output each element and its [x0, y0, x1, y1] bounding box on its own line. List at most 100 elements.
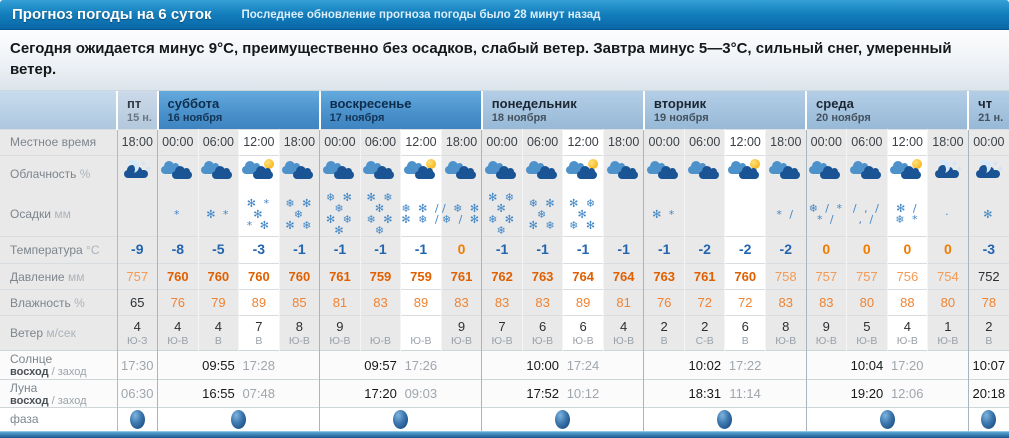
temp-cell: 0	[846, 236, 888, 264]
wind-cell: 9 Ю-В	[319, 315, 361, 351]
precip-cell: ✻ / ❄ *	[886, 192, 928, 237]
hum-cell: 89	[562, 289, 604, 316]
cloudy-icon	[199, 158, 237, 184]
wind-cell: 4 Ю-В	[886, 315, 928, 351]
day-name: суббота	[167, 96, 220, 111]
row-sun: Солнце восход / заход 17:30 09:55 17:28 09:57…	[0, 350, 1009, 380]
bottom-bar	[0, 430, 1009, 438]
press-cell: 764	[562, 263, 604, 290]
moon-icon	[978, 160, 991, 173]
cloud-cell	[805, 155, 847, 192]
hum-cell: 80	[927, 289, 969, 316]
sun-time: 17:22	[728, 357, 762, 373]
precip-cell: ✻	[967, 192, 1009, 237]
press-cell: 757	[846, 263, 888, 290]
press-cell: 759	[400, 263, 442, 290]
moon-cell: 17:20 09:03	[319, 379, 482, 408]
wind-cell: Ю-В	[400, 315, 442, 351]
precip-cell: ✻ ❄ ✻ ❄ ✻ ❄	[481, 192, 523, 237]
hum-cell: 72	[724, 289, 766, 316]
moon-cell: 20:18	[967, 379, 1009, 408]
cloud-cell	[562, 155, 604, 192]
temp-cell: -5	[197, 236, 239, 264]
cloud-cell	[238, 155, 280, 192]
hum-cell: 83	[765, 289, 807, 316]
press-cell: 758	[765, 263, 807, 290]
wind-cell: 6 Ю-В	[562, 315, 604, 351]
day-name: чт	[978, 96, 993, 111]
press-cell: 754	[927, 263, 969, 290]
phase-cell	[805, 407, 969, 431]
moon-cell: 18:31 11:14	[643, 379, 807, 408]
day-header-1[interactable]: суббота 16 ноября	[156, 91, 320, 129]
day-header-3[interactable]: понедельник 18 ноября	[480, 91, 644, 129]
row-label-cloud: Облачность %	[0, 155, 118, 192]
cloudy-icon	[361, 158, 399, 184]
day-name: понедельник	[491, 96, 577, 111]
cloudy-icon	[767, 158, 805, 184]
sun-cell: 10:02 17:22	[643, 350, 807, 380]
precip-cell: ✻ ❄ ✻ ❄ ✻ ❄	[359, 192, 401, 237]
time-cell: 00:00	[643, 129, 685, 155]
press-cell: 757	[805, 263, 847, 290]
hum-cell: 88	[886, 289, 928, 316]
moon-time: 17:52	[526, 386, 559, 401]
cloudy-icon	[524, 158, 562, 184]
precip-cell: ·	[927, 192, 969, 237]
press-cell: 760	[238, 263, 280, 290]
update-note: Последнее обновление прогноза погоды был…	[241, 8, 601, 21]
temp-cell: -1	[319, 236, 361, 264]
precip-cell: ❄ ✻ ❄ ✻ ❄	[521, 192, 563, 237]
hum-cell: 83	[481, 289, 523, 316]
press-cell: 760	[157, 263, 199, 290]
temp-cell: 0	[805, 236, 847, 264]
phase-cell	[481, 407, 644, 431]
wind-cell: 9 Ю-В	[440, 315, 482, 351]
table-corner	[0, 91, 118, 129]
day-date: 19 ноября	[653, 112, 709, 124]
day-date: 16 ноября	[167, 112, 223, 124]
wind-cell: Ю-В	[359, 315, 401, 351]
precip-cell: ✻ *	[197, 192, 239, 237]
wind-cell: 8 Ю-В	[765, 315, 807, 351]
cloudy-icon	[280, 158, 318, 184]
phase-cell	[116, 407, 158, 431]
wind-cell: 9 Ю-В	[805, 315, 847, 351]
time-cell: 06:00	[359, 129, 401, 155]
partly-sunny-icon	[888, 158, 926, 184]
cloud-cell	[886, 155, 928, 192]
day-header-0[interactable]: пт 15 н.	[116, 91, 158, 129]
night-clouds-icon	[929, 158, 967, 184]
cloudy-icon	[159, 158, 197, 184]
day-header-5[interactable]: среда 20 ноября	[805, 91, 969, 129]
cloudy-icon	[321, 158, 359, 184]
cloudy-icon	[605, 158, 643, 184]
temp-cell: -1	[278, 236, 320, 264]
hum-cell: 83	[359, 289, 401, 316]
press-cell: 763	[521, 263, 563, 290]
press-cell: 760	[197, 263, 239, 290]
hum-cell: 79	[197, 289, 239, 316]
cloud-cell	[278, 155, 320, 192]
wind-cell: 5 Ю-В	[846, 315, 888, 351]
precip-cell: / , / , /	[846, 192, 888, 237]
row-wind: Ветер м/сек 4 Ю-З 4 Ю-В 4 В 7 В 8 Ю-В 9 Ю-В Ю-В Ю-В 9 Ю-…	[0, 315, 1009, 351]
press-cell: 752	[967, 263, 1009, 290]
sun-time: 17:28	[242, 357, 275, 373]
row-label-sun: Солнце восход / заход	[0, 350, 118, 380]
sun-time: 17:24	[566, 357, 600, 373]
hum-cell: 76	[643, 289, 685, 316]
precip-cell: ✻ *	[643, 192, 685, 237]
partly-sunny-icon	[240, 158, 278, 184]
cloud-cell	[643, 155, 685, 192]
wind-cell: 4 Ю-В	[602, 315, 644, 351]
hum-cell: 83	[440, 289, 482, 316]
day-header-4[interactable]: вторник 19 ноября	[642, 91, 807, 129]
wind-cell: 6 Ю-В	[521, 315, 563, 351]
star-icon	[957, 166, 962, 171]
cloud-cell	[724, 155, 766, 192]
day-header-6[interactable]: чт 21 н.	[967, 91, 1009, 129]
day-header-2[interactable]: воскресенье 17 ноября	[318, 91, 482, 129]
cloud-cell	[116, 155, 158, 192]
